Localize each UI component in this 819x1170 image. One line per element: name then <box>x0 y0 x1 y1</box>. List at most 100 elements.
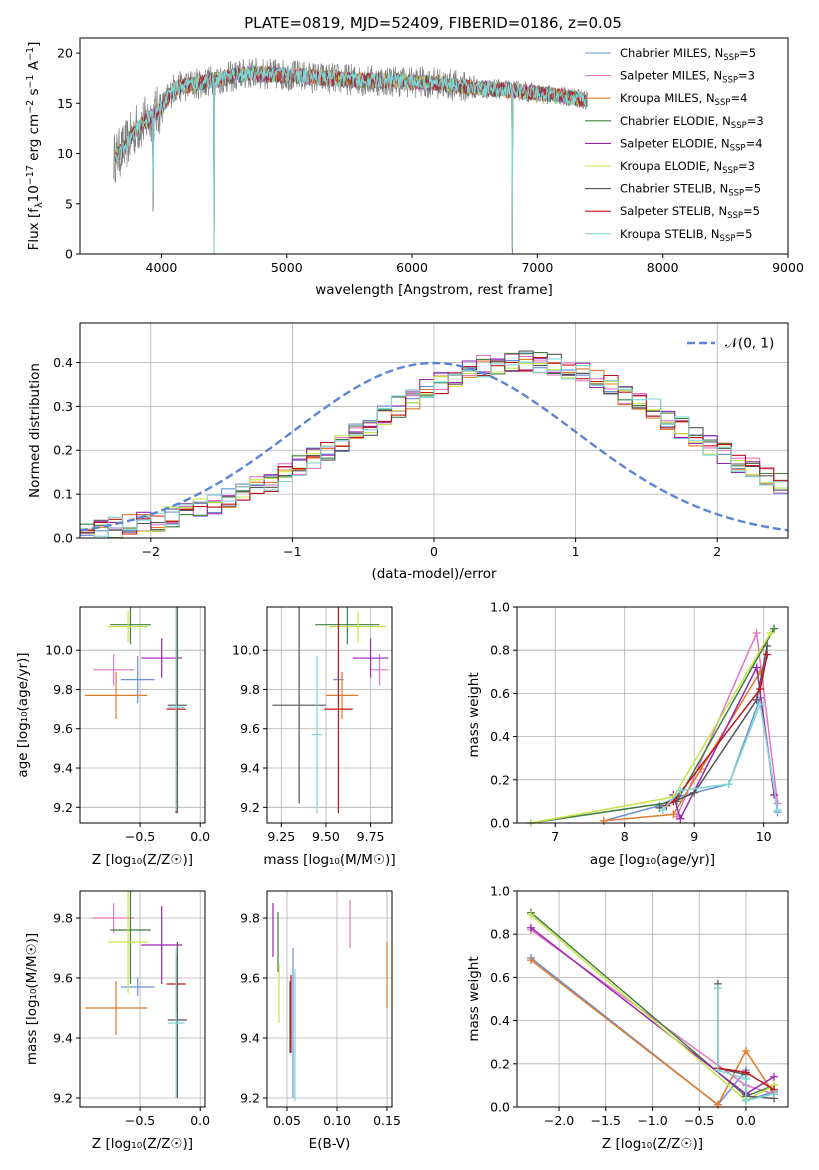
spectrum-ytick-label: 0 <box>65 247 73 262</box>
residuals-ytick-label: 0.3 <box>53 399 73 414</box>
weight_vs_age-series-line <box>666 654 768 807</box>
legend-label-suffix: =4 <box>730 91 747 105</box>
weight_vs_age-marker <box>756 685 765 694</box>
spectrum-ylabel-part: erg cm <box>26 114 42 165</box>
spectrum-ytick-label: 20 <box>57 46 73 61</box>
legend-label-name: Chabrier MILES, N <box>620 46 723 60</box>
weight_vs_Z-ylabel: mass weight <box>466 956 482 1041</box>
residuals-xtick-label: 2 <box>713 544 721 559</box>
weight_vs_age-ytick-label: 0.8 <box>490 643 510 658</box>
weight_vs_Z-frame <box>516 890 789 1108</box>
weight_vs_age-frame <box>516 606 789 824</box>
spectrum-frame <box>79 37 789 255</box>
legend-label-name: Salpeter ELODIE, N <box>620 136 730 150</box>
mass_vs_Z-ytick-label: 9.6 <box>53 971 73 986</box>
residuals-ytick-label: 0.1 <box>53 487 73 502</box>
weight_vs_age-marker <box>658 806 667 815</box>
weight_vs_age-xtick-label: 10 <box>756 829 772 844</box>
legend-label-sub: SSP <box>722 166 738 176</box>
weight_vs_Z-marker <box>527 923 536 932</box>
legend-label-sub: SSP <box>720 234 736 244</box>
spectrum-ylabel-part: Flux [f <box>26 207 42 251</box>
weight_vs_Z-marker <box>713 984 722 993</box>
weight_vs_age-marker <box>676 814 685 823</box>
spectrum-xtick-label: 4000 <box>146 260 178 275</box>
spectrum-ytick-label: 10 <box>57 146 73 161</box>
age_vs_Z-xtick-label: −0.5 <box>125 829 155 844</box>
mass_vs_Z-ytick-label: 9.2 <box>53 1091 73 1106</box>
weight_vs_Z-marker <box>713 1066 722 1075</box>
age_vs_mass-ytick-label: 9.2 <box>240 800 260 815</box>
legend-label-name: Chabrier ELODIE, N <box>620 114 731 128</box>
age_vs_Z-frame <box>79 606 206 824</box>
age_vs_Z-xlabel: Z [log₁₀(Z/Z☉)] <box>92 852 193 868</box>
weight_vs_age-series-line <box>659 645 768 809</box>
spectrum-xtick-label: 5000 <box>271 260 303 275</box>
mass_vs_ebv-xtick-label: 0.05 <box>273 1113 301 1128</box>
weight_vs_age-marker <box>724 780 733 789</box>
legend-label-name: Salpeter STELIB, N <box>620 204 727 218</box>
weight_vs_Z-marker <box>741 1046 750 1055</box>
spectrum-ylabel-part: −1 <box>25 74 36 88</box>
weight_vs_Z-ytick-label: 1.0 <box>490 884 510 899</box>
weight_vs_age-ytick-label: 0.4 <box>490 729 510 744</box>
age_vs_Z-ylabel: age [log₁₀(age/yr)] <box>15 652 31 777</box>
residuals-xlabel: (data-model)/error <box>371 566 497 582</box>
legend-label-sub: SSP <box>715 98 731 108</box>
age_vs_Z-ytick-label: 9.6 <box>53 721 73 736</box>
figure-title: PLATE=0819, MJD=52409, FIBERID=0186, z=0… <box>244 14 622 32</box>
spectrum-xtick-label: 8000 <box>647 260 679 275</box>
weight_vs_age-xtick-label: 9 <box>690 829 698 844</box>
spectrum-ylabel-part: λ <box>34 202 45 208</box>
mass_vs_ebv-xlabel: E(B-V) <box>309 1136 351 1152</box>
legend-label-sub: SSP <box>731 121 747 131</box>
mass_vs_Z-frame <box>79 890 206 1108</box>
spectrum-ylabel: Flux [fλ10−17 erg cm−2 s−1 A−1] <box>25 42 45 251</box>
weight_vs_Z-xtick-label: −2.0 <box>544 1113 574 1128</box>
mass_vs_Z-ytick-label: 9.8 <box>53 911 73 926</box>
legend-label-suffix: =5 <box>744 182 761 196</box>
spectrum-xtick-label: 7000 <box>521 260 553 275</box>
weight_vs_age-marker <box>770 624 779 633</box>
residuals-xtick-label: 1 <box>572 544 580 559</box>
residuals-ylabel: Normed distribution <box>27 363 43 498</box>
residuals-gaussian-curve <box>80 361 788 532</box>
age_vs_Z-ytick-label: 10.0 <box>45 643 73 658</box>
legend-label-name: Salpeter MILES, N <box>620 69 722 83</box>
residuals-xtick-label: −2 <box>142 544 160 559</box>
weight_vs_age-series-line <box>530 628 775 823</box>
legend-label: Kroupa MILES, NSSP=4 <box>620 91 747 108</box>
legend-label-suffix: =5 <box>739 46 756 60</box>
weight_vs_age-ytick-label: 0.6 <box>490 686 510 701</box>
weight_vs_Z-marker <box>769 1072 778 1081</box>
weight_vs_Z-xtick-label: −0.5 <box>684 1113 714 1128</box>
age_vs_mass-xtick-label: 9.75 <box>357 829 385 844</box>
weight_vs_Z-marker <box>713 1100 722 1109</box>
mass_vs_ebv-ytick-label: 9.8 <box>240 911 260 926</box>
mass_vs_Z-xtick-label: 0.0 <box>190 1113 210 1128</box>
weight_vs_age-marker <box>773 806 782 815</box>
age_vs_mass-ytick-label: 9.6 <box>240 721 260 736</box>
age_vs_Z-xtick-label: 0.0 <box>190 829 210 844</box>
mass_vs_Z-xlabel: Z [log₁₀(Z/Z☉)] <box>92 1136 193 1152</box>
weight_vs_Z-marker <box>527 910 536 919</box>
residuals-frame <box>79 322 789 539</box>
legend-label-sub: SSP <box>723 53 739 63</box>
spectrum-ylabel-part: A <box>26 60 42 74</box>
spectrum-ylabel-part: −2 <box>25 100 36 114</box>
weight_vs_age-marker <box>752 628 761 637</box>
mass_vs_Z-xtick-label: −0.5 <box>125 1113 155 1128</box>
spectrum-ylabel-part: 10 <box>26 185 42 202</box>
legend-label-suffix: =3 <box>738 69 755 83</box>
age_vs_mass-xtick-label: 9.50 <box>312 829 340 844</box>
spectrum-ylabel-part: −1 <box>25 47 36 61</box>
mass_vs_ebv-axes: 0.05 0.10 0.15 9.2 9.4 9.6 9.8 <box>240 891 401 1128</box>
legend-label-sub: SSP <box>728 189 744 199</box>
mass_vs_ebv-frame <box>266 890 393 1108</box>
mass_vs_ebv-ytick-label: 9.4 <box>240 1031 260 1046</box>
weight_vs_Z-ytick-label: 0.2 <box>490 1056 510 1071</box>
mass_vs_ebv-xtick-label: 0.10 <box>323 1113 351 1128</box>
spectrum-ytick-label: 5 <box>65 196 73 211</box>
weight_vs_age-marker <box>669 810 678 819</box>
